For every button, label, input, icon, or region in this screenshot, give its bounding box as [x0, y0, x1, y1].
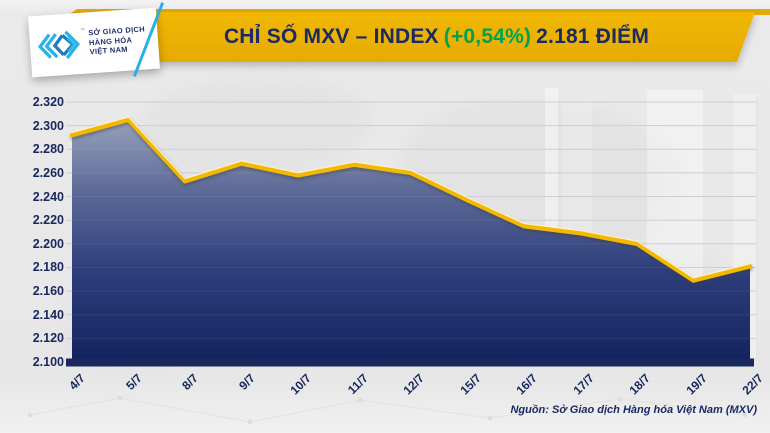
axis-baseline — [66, 358, 754, 367]
mxv-logo-card: ™ SỞ GIAO DỊCH HÀNG HÓA VIỆT NAM — [28, 7, 160, 78]
y-tick-label: 2.300 — [32, 119, 64, 133]
y-tick-label: 2.140 — [32, 308, 64, 322]
background-network-pattern — [27, 395, 748, 425]
y-tick-label: 2.100 — [32, 355, 64, 369]
mxv-logo-icon — [37, 30, 80, 59]
area-fill — [72, 119, 750, 362]
title-main: CHỈ SỐ MXV – INDEX — [223, 25, 439, 48]
index-line — [69, 117, 753, 283]
y-tick-label: 2.280 — [32, 142, 64, 156]
title-change-percent: (+0,54%) — [443, 25, 532, 48]
source-credit: Nguồn: Sở Giao dịch Hàng hóa Việt Nam (M… — [510, 404, 757, 416]
y-tick-label: 2.200 — [32, 237, 64, 251]
logo-text: SỞ GIAO DỊCH HÀNG HÓA VIỆT NAM — [88, 25, 147, 57]
y-tick-label: 2.220 — [32, 213, 64, 227]
y-tick-label: 2.240 — [32, 190, 64, 204]
y-tick-label: 2.160 — [32, 284, 64, 298]
y-tick-label: 2.180 — [32, 260, 64, 274]
trademark-symbol: ™ — [79, 27, 86, 34]
title-index-value: 2.181 ĐIỂM — [536, 25, 650, 48]
page-title: CHỈ SỐ MXV – INDEX (+0,54%) 2.181 ĐIỂM — [118, 12, 755, 62]
y-tick-label: 2.120 — [32, 331, 64, 345]
index-line-highlight — [71, 116, 751, 279]
y-tick-label: 2.320 — [32, 95, 64, 109]
y-tick-label: 2.260 — [32, 166, 64, 180]
background-watermark — [140, 78, 370, 178]
